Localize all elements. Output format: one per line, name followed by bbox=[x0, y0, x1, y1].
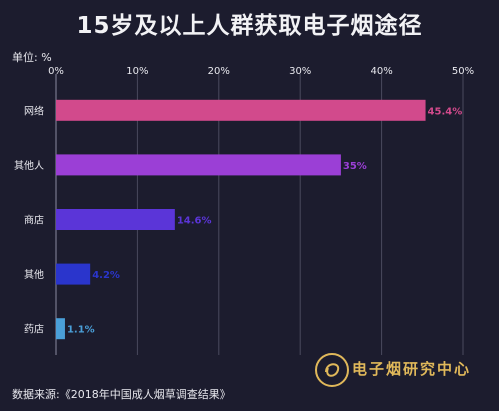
category-label: 药店 bbox=[24, 323, 44, 336]
source-note: 数据来源:《2018年中国成人烟草调查结果》 bbox=[12, 388, 231, 401]
bar bbox=[56, 209, 175, 230]
unit-label: 单位: % bbox=[12, 51, 52, 64]
category-label: 其他人 bbox=[14, 159, 44, 172]
brand-logo bbox=[315, 353, 349, 387]
category-label: 其他 bbox=[24, 268, 44, 281]
chart-title: 15岁及以上人群获取电子烟途径 bbox=[76, 13, 423, 39]
x-tick-label: 20% bbox=[208, 66, 230, 77]
x-tick-label: 10% bbox=[126, 66, 148, 77]
bar bbox=[56, 154, 341, 176]
category-label: 商店 bbox=[24, 214, 44, 227]
value-label: 4.2% bbox=[92, 270, 120, 281]
bar bbox=[56, 99, 426, 121]
value-label: 35% bbox=[343, 161, 367, 172]
x-tick-label: 40% bbox=[370, 66, 392, 77]
x-tick-label: 30% bbox=[289, 66, 311, 77]
brand-watermark: 电子烟研究中心 bbox=[352, 360, 472, 378]
value-label: 14.6% bbox=[177, 216, 212, 227]
bar bbox=[56, 318, 65, 340]
x-tick-label: 0% bbox=[48, 66, 64, 77]
x-tick-label: 50% bbox=[452, 66, 474, 77]
bar bbox=[56, 263, 91, 285]
value-label: 1.1% bbox=[67, 325, 95, 336]
category-label: 网络 bbox=[24, 104, 44, 117]
value-label: 45.4% bbox=[428, 106, 463, 117]
